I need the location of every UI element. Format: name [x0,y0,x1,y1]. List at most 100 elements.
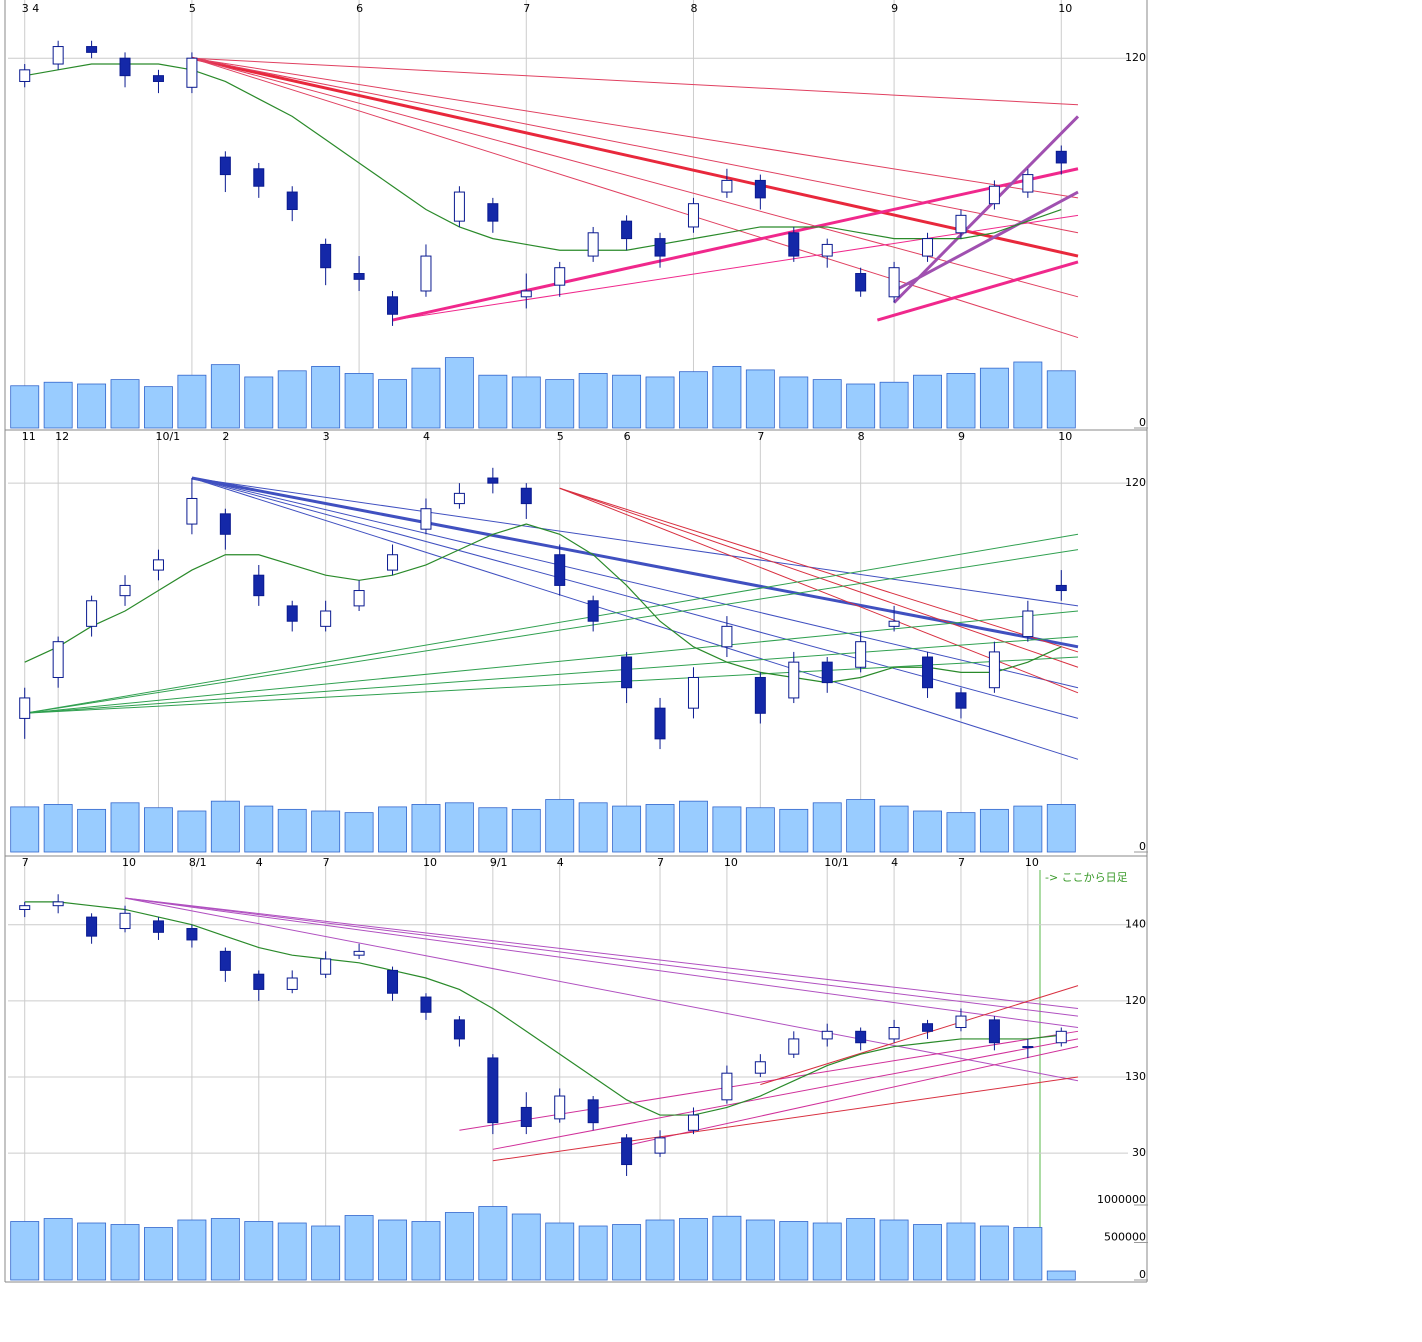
volume-bar [745,1219,775,1281]
volume-bar [779,376,809,429]
candle-body [587,1099,599,1124]
candle-body [922,238,934,257]
candle-body [1055,1030,1067,1044]
trend-line [559,487,1079,694]
volume-bar [110,379,140,429]
volume-bar [444,802,474,853]
volume-bar [110,802,140,853]
candle-body [487,203,499,222]
candle-body [219,513,231,535]
trend-line [492,1076,1079,1162]
trend-line [392,167,1079,322]
trend-line [626,1046,1079,1146]
candle-body [687,203,699,228]
x-tick-label: 8/1 [189,856,207,869]
volume-bar [846,799,876,853]
volume-bar [946,1222,976,1281]
volume-tick-label: 1000000 [1097,1193,1146,1206]
candle-body [219,950,231,971]
annotation: -> ここから日足 [1045,871,1128,884]
candle-body [955,1015,967,1028]
volume-bar [411,1221,441,1281]
trend-line [124,897,1079,1082]
moving-average [24,901,1062,1116]
volume-bar [43,804,73,853]
x-tick-label: 5 [189,2,196,15]
candle-body [1055,584,1067,592]
candle-body [52,46,64,65]
volume-bar [344,1215,374,1281]
candle-body [19,69,31,82]
volume-bar [578,1225,608,1281]
volume-bar [812,802,842,853]
trend-line [893,190,1079,293]
candle-body [1055,150,1067,164]
y-tick-label: 120 [1125,994,1146,1007]
volume-bar [913,810,942,853]
candle-body [988,185,1000,205]
volume-bar [779,808,809,853]
volume-bar [612,805,642,853]
candle-body [86,600,98,627]
volume-bar [679,371,708,429]
candle-body [821,661,833,684]
volume-bar [43,381,73,429]
volume-bar [144,386,173,429]
volume-bar [979,1225,1009,1281]
volume-bar [1046,1270,1076,1281]
candle-body [286,977,298,990]
volume-bar [879,381,909,429]
candle-body [587,600,599,622]
x-tick-label: 10 [1025,856,1039,869]
candle-body [888,267,900,298]
volume-bar [745,369,775,429]
x-tick-label: 10 [1058,430,1072,443]
trend-line [559,487,1079,653]
volume-bar [578,373,608,429]
candle-body [687,1114,699,1131]
volume-bar [311,365,341,429]
volume-bar [1046,804,1076,853]
trend-line [492,1038,1079,1150]
candle-body [754,1061,766,1074]
candle-body [654,707,666,740]
candle-body [320,958,332,975]
y-tick-label: 140 [1125,918,1146,931]
volume-tick-label: 500000 [1104,1231,1146,1244]
volume-tick-label: 0 [1139,840,1146,853]
volume-bar [210,364,240,429]
volume-bar [511,376,541,429]
x-tick-label: 12 [55,430,69,443]
volume-bar [612,1224,642,1281]
y-tick-label: 30 [1132,1146,1146,1159]
candle-body [855,641,867,668]
volume-bar [177,1219,207,1281]
candle-body [554,267,566,286]
candle-body [888,620,900,627]
candle-body [520,487,532,505]
volume-bar [812,379,842,429]
candle-body [955,214,967,234]
volume-bar [913,374,942,429]
candle-body [86,916,98,937]
volume-bar [378,806,407,853]
x-tick-label: 6 [624,430,631,443]
volume-bar [745,807,775,853]
candle-body [253,168,265,187]
volume-bar [879,1219,909,1281]
x-tick-label: 9/1 [490,856,508,869]
candle-body [754,179,766,199]
volume-bar [1013,805,1043,853]
candle-body [420,996,432,1013]
candle-body [119,912,131,930]
candle-body [453,1019,465,1040]
volume-bar [210,800,240,853]
x-tick-label: 8 [858,430,865,443]
volume-bar [1013,1227,1043,1281]
volume-tick-label: 0 [1139,1268,1146,1281]
candle-body [821,1030,833,1040]
x-tick-label: 6 [356,2,363,15]
candle-body [621,220,633,240]
x-tick-label: 10/1 [155,430,180,443]
